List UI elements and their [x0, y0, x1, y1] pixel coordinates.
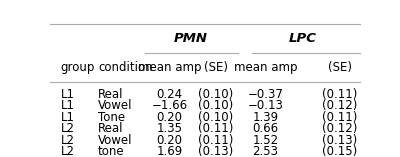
Text: 1.69: 1.69 — [156, 145, 182, 157]
Text: 0.20: 0.20 — [156, 111, 182, 124]
Text: L1: L1 — [61, 111, 75, 124]
Text: PMN: PMN — [174, 32, 208, 45]
Text: 1.52: 1.52 — [252, 134, 278, 147]
Text: −0.37: −0.37 — [248, 88, 283, 101]
Text: 0.66: 0.66 — [252, 122, 278, 135]
Text: (0.11): (0.11) — [322, 88, 358, 101]
Text: (0.10): (0.10) — [198, 111, 234, 124]
Text: 0.24: 0.24 — [156, 88, 182, 101]
Text: (0.12): (0.12) — [322, 99, 358, 112]
Text: (0.11): (0.11) — [198, 134, 234, 147]
Text: (0.12): (0.12) — [322, 122, 358, 135]
Text: 1.35: 1.35 — [156, 122, 182, 135]
Text: group: group — [61, 61, 95, 74]
Text: 0.20: 0.20 — [156, 134, 182, 147]
Text: mean amp: mean amp — [234, 61, 297, 74]
Text: mean amp: mean amp — [138, 61, 201, 74]
Text: LPC: LPC — [289, 32, 317, 45]
Text: (0.10): (0.10) — [198, 99, 234, 112]
Text: (0.13): (0.13) — [322, 134, 358, 147]
Text: L2: L2 — [61, 134, 75, 147]
Text: L1: L1 — [61, 99, 75, 112]
Text: −1.66: −1.66 — [151, 99, 188, 112]
Text: Tone: Tone — [98, 111, 125, 124]
Text: (0.10): (0.10) — [198, 88, 234, 101]
Text: (0.13): (0.13) — [198, 145, 234, 157]
Text: L2: L2 — [61, 145, 75, 157]
Text: condition: condition — [98, 61, 153, 74]
Text: Real: Real — [98, 88, 124, 101]
Text: −0.13: −0.13 — [248, 99, 283, 112]
Text: 1.39: 1.39 — [252, 111, 278, 124]
Text: (0.15): (0.15) — [322, 145, 358, 157]
Text: 2.53: 2.53 — [252, 145, 278, 157]
Text: Vowel: Vowel — [98, 134, 132, 147]
Text: (SE): (SE) — [204, 61, 228, 74]
Text: L2: L2 — [61, 122, 75, 135]
Text: (0.11): (0.11) — [198, 122, 234, 135]
Text: Real: Real — [98, 122, 124, 135]
Text: tone: tone — [98, 145, 125, 157]
Text: Vowel: Vowel — [98, 99, 132, 112]
Text: (SE): (SE) — [328, 61, 352, 74]
Text: (0.11): (0.11) — [322, 111, 358, 124]
Text: L1: L1 — [61, 88, 75, 101]
